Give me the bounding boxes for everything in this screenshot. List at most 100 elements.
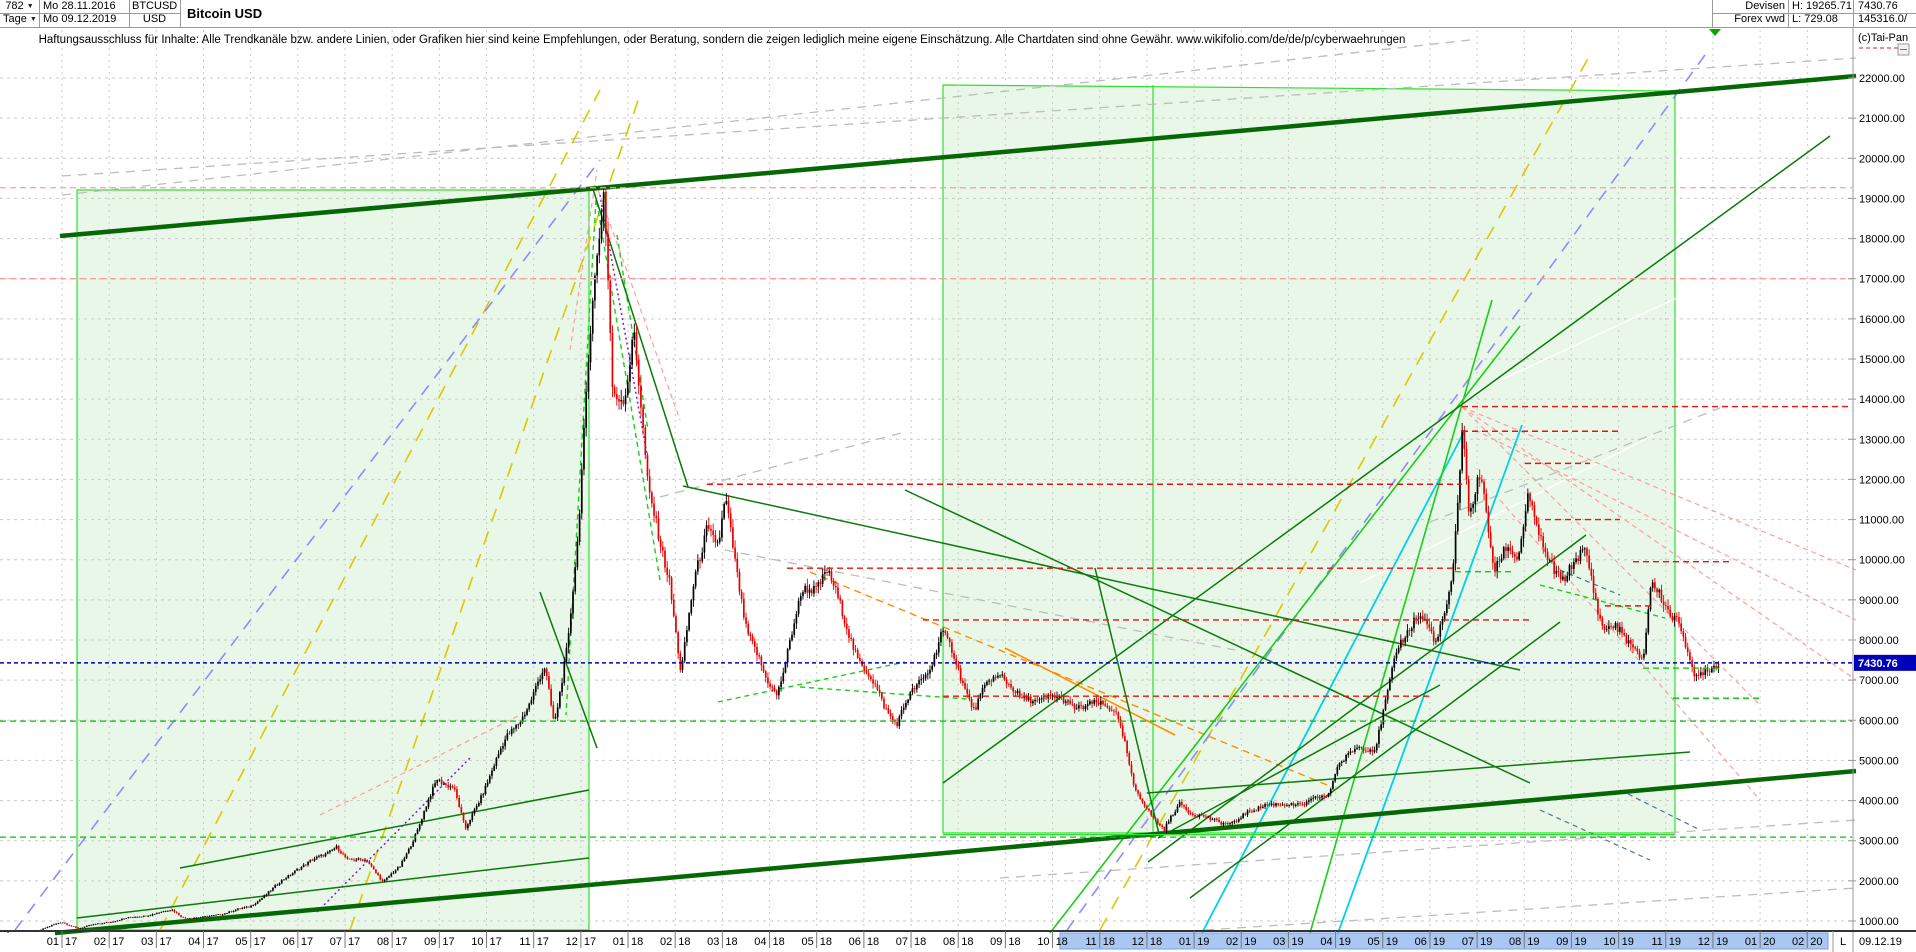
svg-text:20: 20 <box>1763 936 1775 948</box>
svg-text:18: 18 <box>1103 936 1115 948</box>
svg-text:20: 20 <box>1810 936 1822 948</box>
svg-text:06: 06 <box>849 936 861 948</box>
svg-text:15000.00: 15000.00 <box>1859 354 1905 366</box>
svg-text:19: 19 <box>1433 936 1445 948</box>
svg-text:12: 12 <box>1698 936 1710 948</box>
svg-text:12: 12 <box>1132 936 1144 948</box>
svg-text:09: 09 <box>990 936 1002 948</box>
svg-text:11: 11 <box>1651 936 1662 948</box>
svg-text:01: 01 <box>47 936 59 948</box>
marker-triangle-icon <box>1709 29 1721 36</box>
svg-text:18: 18 <box>820 936 832 948</box>
svg-text:1000.00: 1000.00 <box>1859 916 1899 928</box>
svg-text:22000.00: 22000.00 <box>1859 73 1905 85</box>
svg-text:17000.00: 17000.00 <box>1859 274 1905 286</box>
svg-text:03: 03 <box>707 936 719 948</box>
currency-label: USD <box>142 13 167 25</box>
period-dropdown[interactable]: Tage ▼ <box>3 13 37 25</box>
svg-text:17: 17 <box>490 936 502 948</box>
high-value: H: 19265.71 <box>1792 0 1852 12</box>
svg-text:19: 19 <box>1339 936 1351 948</box>
svg-text:18: 18 <box>631 936 643 948</box>
svg-text:20000.00: 20000.00 <box>1859 153 1905 165</box>
svg-text:18: 18 <box>914 936 926 948</box>
disclaimer-text: Haftungsausschluss für Inhalte: Alle Tre… <box>39 34 1406 46</box>
svg-text:L: L <box>1840 936 1846 948</box>
svg-text:02: 02 <box>660 936 672 948</box>
svg-text:18: 18 <box>1150 936 1162 948</box>
svg-text:05: 05 <box>235 936 247 948</box>
svg-text:7000.00: 7000.00 <box>1859 675 1899 687</box>
feed-label: Forex vwd <box>1734 13 1785 25</box>
axis-layer: 22000.00 21000.00 20000.00 19000.00 18000.00… <box>0 27 1916 952</box>
svg-text:18: 18 <box>725 936 737 948</box>
svg-text:09.12.19: 09.12.19 <box>1859 936 1902 948</box>
svg-text:01: 01 <box>1179 936 1191 948</box>
svg-text:4000.00: 4000.00 <box>1859 796 1899 808</box>
svg-text:02: 02 <box>1226 936 1238 948</box>
svg-text:08: 08 <box>1509 936 1521 948</box>
svg-text:18: 18 <box>1008 936 1020 948</box>
svg-text:17: 17 <box>112 936 124 948</box>
svg-text:19000.00: 19000.00 <box>1859 193 1905 205</box>
svg-text:13000.00: 13000.00 <box>1859 434 1905 446</box>
bars-count-dropdown[interactable]: 782 ▼ <box>5 0 34 12</box>
svg-text:03: 03 <box>141 936 153 948</box>
svg-text:7430.76: 7430.76 <box>1858 658 1898 670</box>
svg-text:09: 09 <box>424 936 436 948</box>
svg-text:10000.00: 10000.00 <box>1859 555 1905 567</box>
svg-text:9000.00: 9000.00 <box>1859 595 1899 607</box>
svg-text:11000.00: 11000.00 <box>1859 515 1904 527</box>
svg-text:19: 19 <box>1480 936 1492 948</box>
copyright-label: (c)Tai-Pan <box>1858 32 1908 49</box>
grid-layer <box>0 30 1852 931</box>
svg-text:12000.00: 12000.00 <box>1859 474 1905 486</box>
svg-text:01: 01 <box>613 936 625 948</box>
svg-text:19: 19 <box>1244 936 1256 948</box>
chevron-down-icon: ▼ <box>26 3 34 10</box>
svg-text:(c)Tai-Pan: (c)Tai-Pan <box>1858 32 1908 44</box>
svg-text:14000.00: 14000.00 <box>1859 394 1905 406</box>
svg-text:17: 17 <box>537 936 549 948</box>
page-title: Bitcoin USD <box>187 6 263 21</box>
svg-text:21000.00: 21000.00 <box>1859 113 1905 125</box>
svg-text:3000.00: 3000.00 <box>1859 836 1899 848</box>
svg-text:02: 02 <box>1792 936 1804 948</box>
svg-text:10: 10 <box>1037 936 1049 948</box>
collapse-icon[interactable] <box>1897 43 1910 56</box>
svg-text:05: 05 <box>801 936 813 948</box>
svg-text:2000.00: 2000.00 <box>1859 876 1899 888</box>
svg-text:17: 17 <box>395 936 407 948</box>
svg-text:19: 19 <box>1527 936 1539 948</box>
price-tag: 7430.76 <box>1854 654 1916 671</box>
svg-text:19: 19 <box>1716 936 1728 948</box>
svg-text:10: 10 <box>471 936 483 948</box>
svg-text:17: 17 <box>442 936 454 948</box>
svg-text:18: 18 <box>867 936 879 948</box>
svg-text:17: 17 <box>348 936 360 948</box>
svg-text:17: 17 <box>254 936 266 948</box>
svg-text:17: 17 <box>584 936 596 948</box>
svg-text:10: 10 <box>1603 936 1615 948</box>
svg-text:03: 03 <box>1273 936 1285 948</box>
svg-text:18: 18 <box>961 936 973 948</box>
svg-text:17: 17 <box>301 936 313 948</box>
chevron-down-icon: ▼ <box>29 16 37 23</box>
svg-text:18: 18 <box>678 936 690 948</box>
level-lines-layer <box>0 187 1852 932</box>
svg-text:19: 19 <box>1669 936 1681 948</box>
svg-text:8000.00: 8000.00 <box>1859 635 1899 647</box>
svg-text:01: 01 <box>1745 936 1757 948</box>
date-to: Mo 09.12.2019 <box>43 13 117 25</box>
svg-text:18000.00: 18000.00 <box>1859 234 1905 246</box>
svg-text:07: 07 <box>330 936 342 948</box>
svg-text:06: 06 <box>1415 936 1427 948</box>
svg-text:18: 18 <box>1056 936 1068 948</box>
price-chart-canvas[interactable]: 22000.00 21000.00 20000.00 19000.00 18000.00… <box>0 27 1916 952</box>
trend-channel-boxes <box>76 84 1676 931</box>
svg-text:08: 08 <box>943 936 955 948</box>
svg-text:07: 07 <box>1462 936 1474 948</box>
svg-text:19: 19 <box>1386 936 1398 948</box>
last-price-value: 7430.76 <box>1858 0 1898 12</box>
svg-text:05: 05 <box>1368 936 1380 948</box>
